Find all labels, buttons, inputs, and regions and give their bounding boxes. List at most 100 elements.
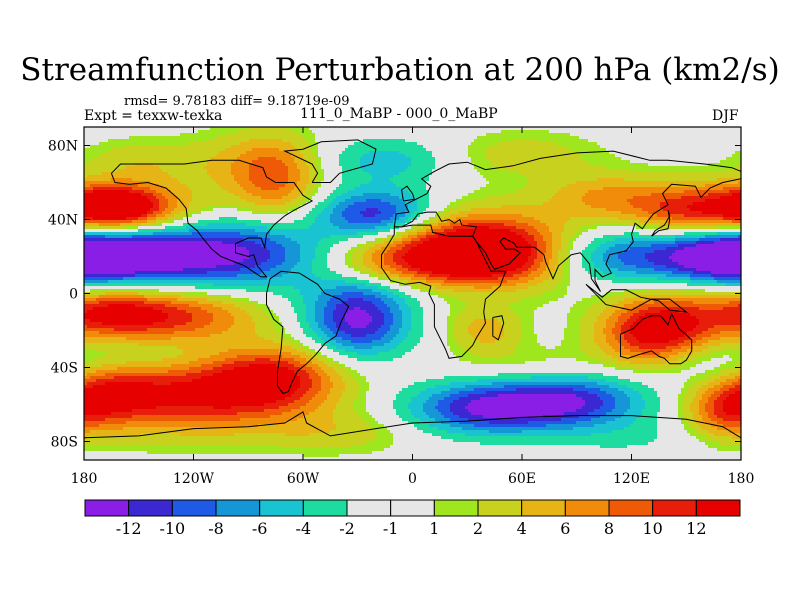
- contour-cell: [150, 187, 166, 191]
- contour-cell: [372, 259, 385, 263]
- contour-cell: [336, 196, 352, 200]
- contour-cell: [681, 370, 706, 374]
- contour-cell: [552, 256, 559, 260]
- contour-cell: [567, 313, 586, 317]
- colorbar-label: 1: [429, 519, 439, 538]
- contour-cell: [609, 343, 622, 347]
- contour-cell: [294, 157, 304, 161]
- contour-cell: [321, 184, 340, 188]
- contour-cell: [330, 376, 343, 380]
- contour-cell: [594, 223, 628, 227]
- contour-cell: [84, 133, 181, 137]
- contour-cell: [681, 418, 685, 422]
- contour-cell: [390, 178, 430, 182]
- contour-cell: [471, 199, 550, 203]
- contour-cell: [615, 364, 682, 368]
- contour-cell: [324, 172, 343, 176]
- contour-cell: [168, 316, 193, 320]
- contour-cell: [579, 340, 595, 344]
- contour-cell: [315, 394, 328, 398]
- contour-cell: [399, 415, 415, 419]
- contour-cell: [213, 373, 298, 377]
- contour-cell: [84, 334, 211, 338]
- contour-cell: [285, 163, 298, 167]
- contour-cell: [426, 148, 469, 152]
- contour-cell: [594, 424, 631, 428]
- contour-cell: [627, 199, 667, 203]
- contour-cell: [300, 172, 310, 176]
- contour-cell: [372, 256, 385, 260]
- contour-cell: [585, 247, 598, 251]
- contour-cell: [84, 346, 178, 350]
- colorbar-swatch: [477, 499, 523, 517]
- contour-cell: [456, 199, 472, 203]
- contour-cell: [669, 367, 691, 371]
- contour-cell: [192, 211, 202, 215]
- contour-cell: [534, 226, 550, 230]
- contour-cell: [237, 157, 259, 161]
- contour-cell: [399, 172, 433, 176]
- contour-cell: [339, 400, 355, 404]
- contour-cell: [402, 340, 421, 344]
- contour-cell: [714, 277, 741, 281]
- contour-cell: [612, 346, 625, 350]
- contour-cell: [663, 208, 691, 212]
- contour-cell: [597, 178, 625, 182]
- contour-cell: [678, 403, 685, 407]
- contour-cell: [348, 322, 370, 326]
- contour-cell: [312, 337, 322, 341]
- contour-cell: [84, 184, 91, 188]
- contour-cell: [258, 301, 292, 305]
- contour-cell: [354, 142, 418, 146]
- contour-cell: [96, 370, 169, 374]
- contour-cell: [552, 196, 583, 200]
- contour-cell: [684, 340, 697, 344]
- contour-cell: [690, 280, 718, 284]
- contour-cell: [456, 319, 475, 323]
- contour-cell: [717, 448, 741, 452]
- contour-cell: [84, 214, 142, 218]
- contour-cell: [582, 265, 595, 269]
- contour-cell: [438, 220, 448, 224]
- contour-cell: [606, 421, 634, 425]
- contour-cell: [426, 208, 445, 212]
- contour-cell: [405, 139, 475, 143]
- contour-cell: [462, 202, 544, 206]
- contour-cell: [699, 439, 712, 443]
- contour-cell: [321, 352, 340, 356]
- contour-cell: [150, 199, 160, 203]
- contour-cell: [423, 310, 451, 314]
- contour-cell: [510, 307, 538, 311]
- contour-cell: [393, 442, 481, 446]
- contour-cell: [156, 220, 169, 224]
- contour-cell: [297, 196, 307, 200]
- contour-cell: [300, 355, 313, 359]
- contour-cell: [393, 298, 406, 302]
- contour-cell: [93, 190, 130, 194]
- contour-cell: [327, 196, 337, 200]
- contour-cell: [558, 253, 568, 257]
- contour-cell: [321, 382, 334, 386]
- contour-cell: [531, 253, 538, 257]
- contour-cell: [312, 148, 319, 152]
- contour-cell: [630, 328, 694, 332]
- contour-cell: [579, 343, 598, 347]
- contour-cell: [339, 454, 741, 458]
- contour-cell: [132, 178, 178, 182]
- contour-cell: [411, 295, 439, 299]
- contour-cell: [420, 268, 517, 272]
- contour-cell: [345, 349, 391, 353]
- contour-cell: [288, 166, 298, 170]
- contour-cell: [525, 361, 589, 365]
- contour-cell: [606, 262, 625, 266]
- contour-cell: [249, 250, 271, 254]
- contour-cell: [573, 388, 601, 392]
- contour-cell: [342, 166, 361, 170]
- contour-cell: [579, 337, 595, 341]
- contour-cell: [537, 250, 547, 254]
- contour-cell: [315, 184, 322, 188]
- contour-cell: [294, 310, 307, 314]
- contour-cell: [330, 328, 340, 332]
- contour-cell: [711, 418, 724, 422]
- contour-cell: [429, 205, 448, 209]
